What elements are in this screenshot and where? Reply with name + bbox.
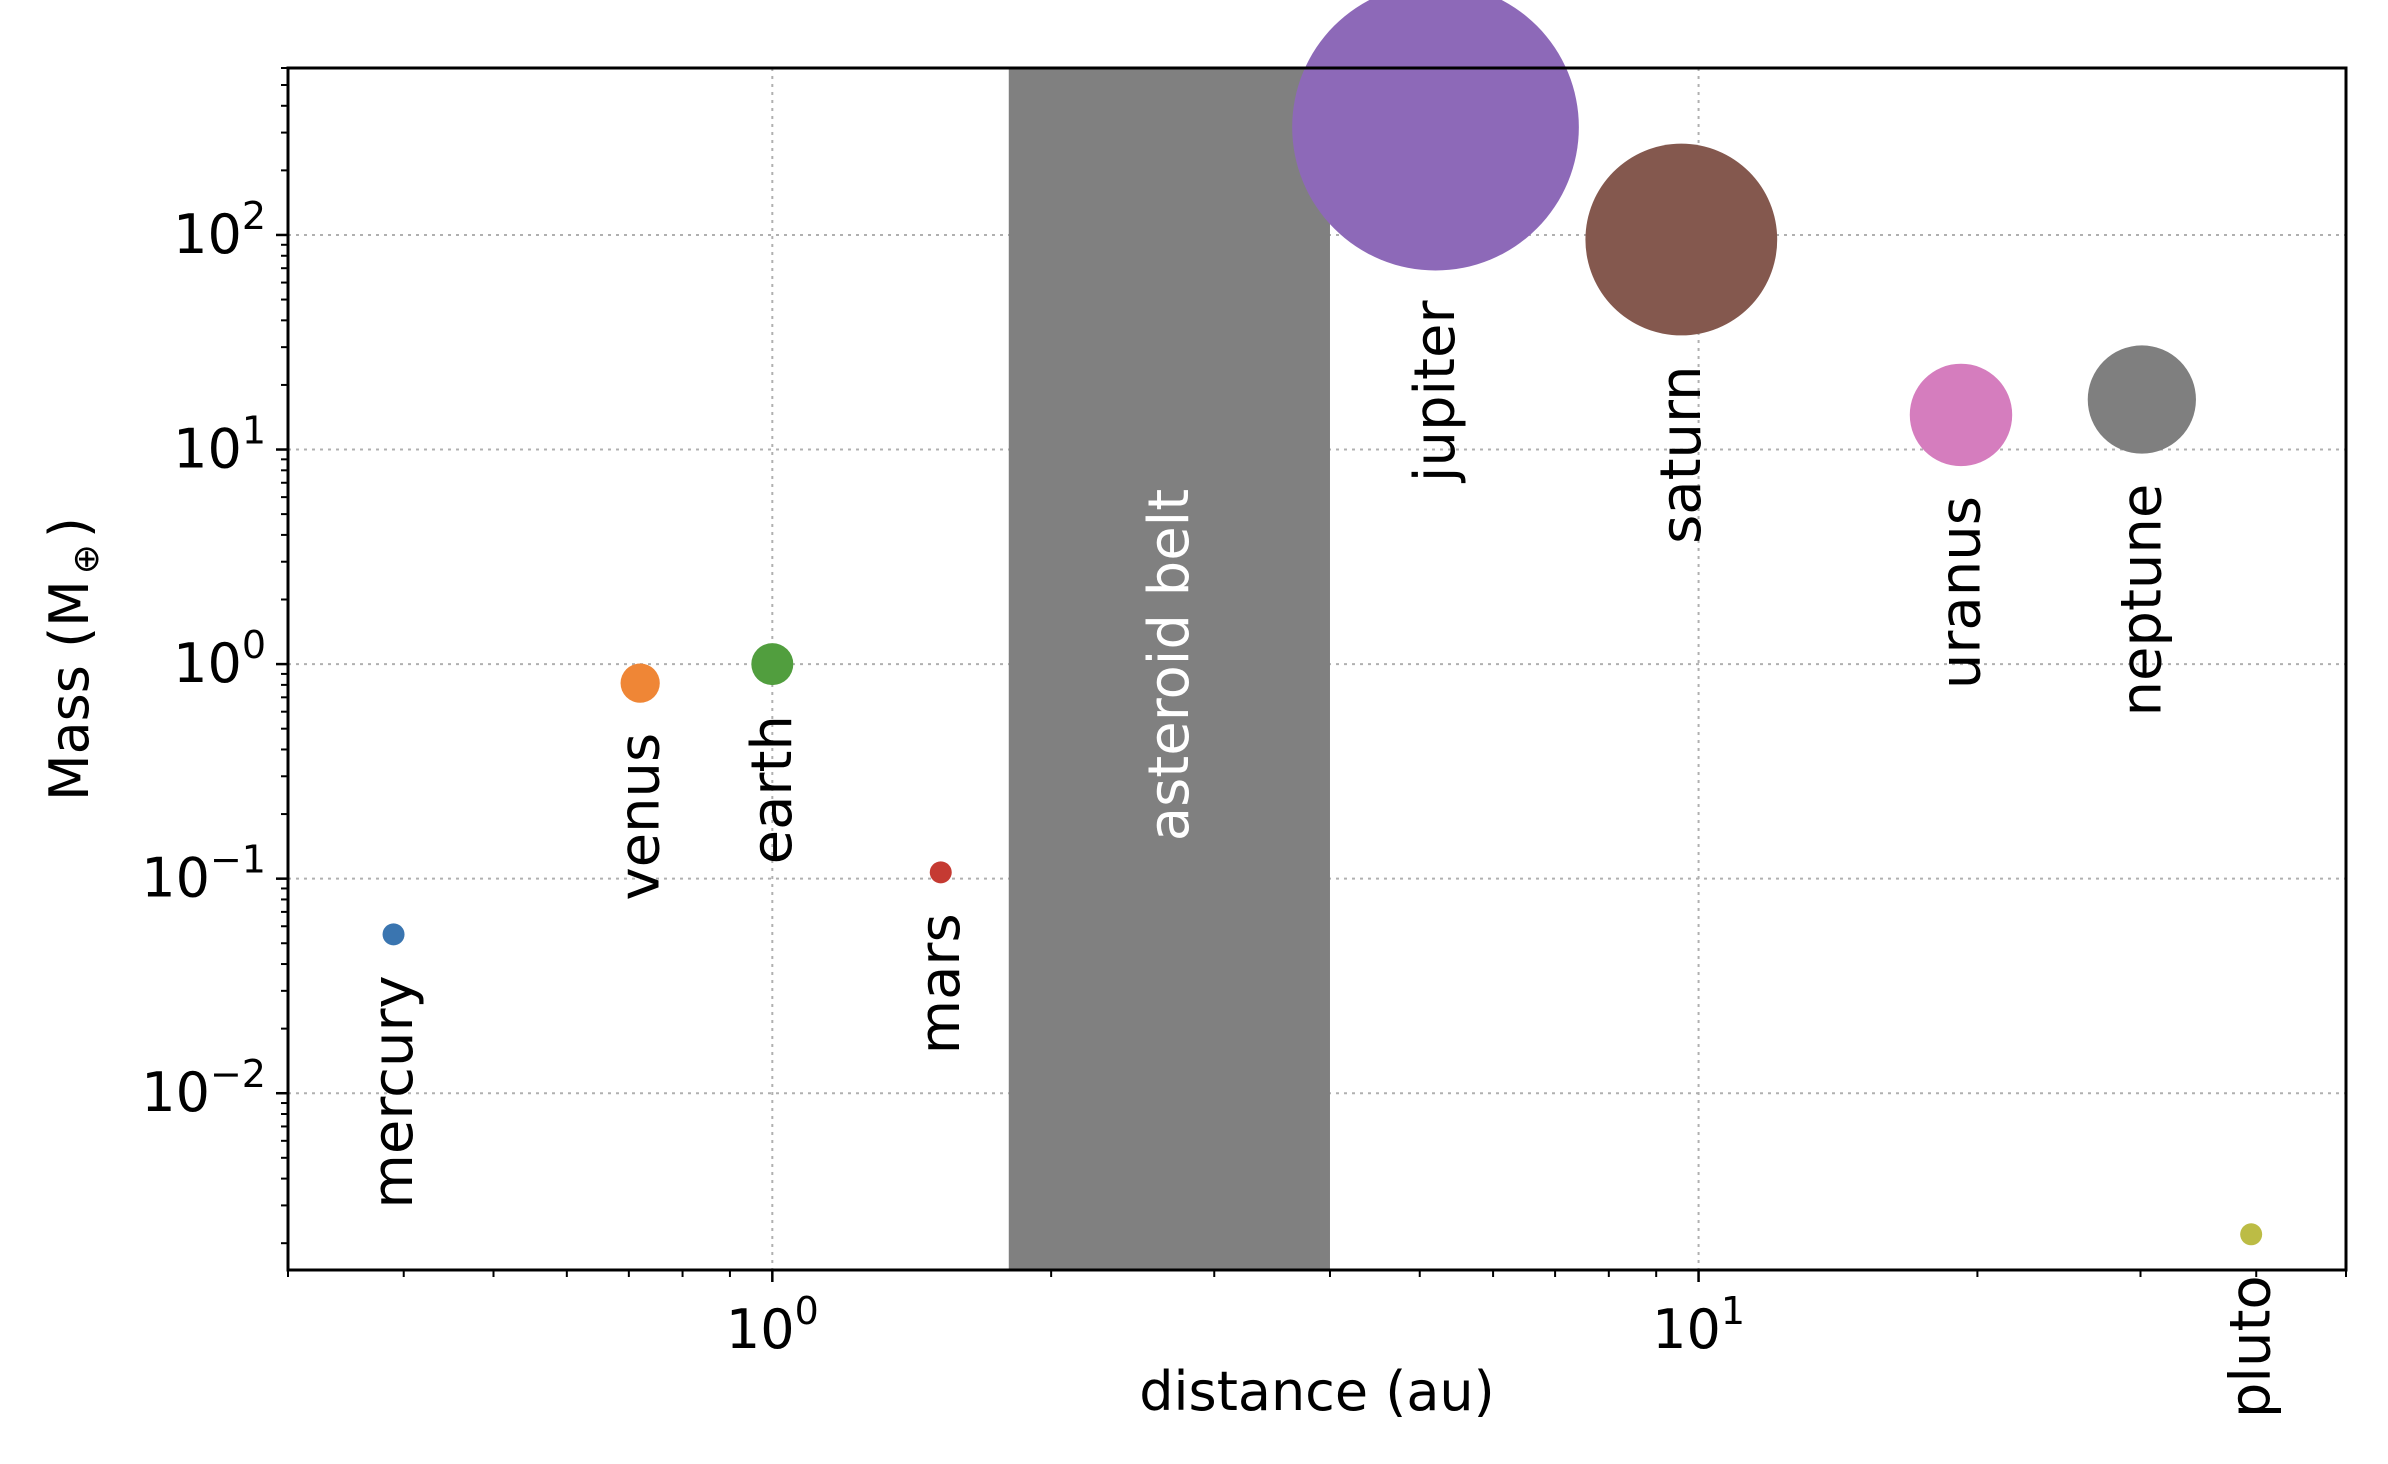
tick-base: 10: [173, 203, 242, 266]
tick-base: 10: [141, 1061, 210, 1124]
x-tick-label: 101: [1652, 1289, 1745, 1361]
y-tick-label: 10−1: [141, 838, 266, 910]
planet-point-earth: [751, 643, 794, 686]
planet-label-pluto: pluto: [2219, 1275, 2284, 1418]
tick-base: 10: [173, 632, 242, 695]
x-axis-label: distance (au): [1139, 1360, 1494, 1423]
y-tick-label: 10−2: [141, 1052, 266, 1124]
planet-point-mercury: [382, 923, 405, 946]
axis-ticks: [276, 67, 2347, 1282]
x-tick-label: 100: [726, 1289, 819, 1361]
asteroid-belt-band: [1008, 68, 1330, 1270]
y-axis-label-close: ): [38, 517, 101, 538]
planet-point-uranus: [1909, 363, 2013, 467]
asteroid-belt-label: asteroid belt: [1137, 489, 1202, 841]
tick-exponent: −2: [210, 1052, 266, 1096]
tick-base: 10: [1652, 1298, 1721, 1361]
tick-exponent: 0: [795, 1289, 819, 1333]
planet-point-venus: [620, 663, 660, 703]
planet-label-saturn: saturn: [1649, 365, 1714, 543]
tick-exponent: 0: [242, 623, 266, 667]
planet-label-venus: venus: [608, 733, 673, 901]
tick-base: 10: [141, 847, 210, 910]
y-axis-label-main: Mass (M: [38, 580, 101, 801]
planet-label-neptune: neptune: [2109, 484, 2174, 717]
planet-labels-layer: mercury venus earth mars jupiter saturn uranus…: [361, 300, 2284, 1419]
planet-point-pluto: [2240, 1223, 2263, 1246]
planet-label-mercury: mercury: [361, 975, 426, 1208]
asteroid-belt-layer: asteroid belt: [1008, 68, 1330, 1270]
planet-label-uranus: uranus: [1928, 496, 1993, 689]
tick-base: 10: [173, 418, 242, 481]
tick-exponent: 1: [242, 409, 266, 453]
y-tick-label: 101: [173, 409, 266, 481]
tick-exponent: 1: [1721, 1289, 1745, 1333]
planet-label-earth: earth: [740, 715, 805, 864]
planet-point-mars: [929, 861, 952, 884]
y-tick-label: 102: [173, 194, 266, 266]
y-axis-label: Mass (M ⊕): [38, 517, 107, 801]
tick-exponent: 2: [242, 194, 266, 238]
planet-point-neptune: [2087, 345, 2196, 454]
plot-frame: [286, 66, 2348, 1272]
planet-point-saturn: [1585, 143, 1778, 336]
tick-base: 10: [726, 1298, 795, 1361]
y-tick-label: 100: [173, 623, 266, 695]
tick-exponent: −1: [210, 838, 266, 882]
planet-label-jupiter: jupiter: [1403, 300, 1468, 485]
y-axis-label-earth-symbol: ⊕: [66, 544, 107, 574]
planet-label-mars: mars: [908, 913, 973, 1054]
